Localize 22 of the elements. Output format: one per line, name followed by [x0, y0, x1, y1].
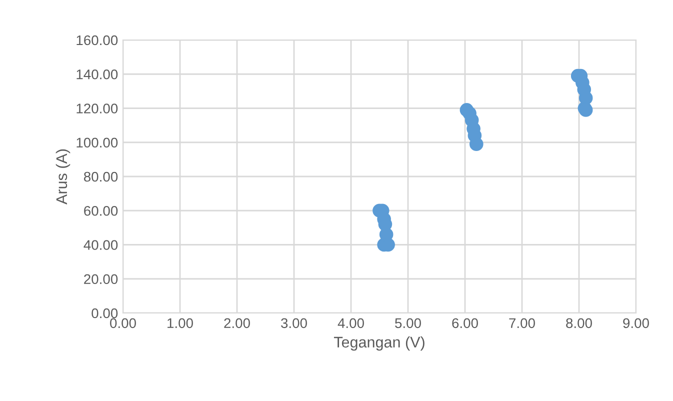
y-tick-label: 160.00: [76, 35, 118, 46]
x-tick-label: 4.00: [338, 318, 364, 328]
y-tick-label: 120.00: [76, 104, 118, 114]
x-tick-label: 8.00: [566, 318, 592, 328]
x-tick-label: 5.00: [395, 318, 421, 328]
y-tick-label: 20.00: [84, 274, 118, 284]
y-tick-label: 60.00: [84, 206, 118, 216]
point: [469, 137, 484, 151]
x-tick-label: 6.00: [452, 318, 478, 328]
x-tick-label: 9.00: [623, 318, 649, 328]
y-tick-label: 40.00: [84, 240, 118, 250]
x-tick-label: 2.00: [224, 318, 250, 328]
y-tick-label: 140.00: [76, 69, 118, 80]
x-axis-title: Tegangan (V): [334, 336, 424, 351]
x-tick-label: 0.00: [110, 318, 136, 328]
x-tick-label: 7.00: [509, 318, 535, 328]
y-tick-label: 0.00: [92, 308, 118, 318]
y-axis-title: Arus (A): [56, 149, 70, 204]
x-tick-label: 3.00: [281, 318, 307, 328]
y-tick-label: 80.00: [84, 172, 118, 182]
x-tick-label: 1.00: [168, 318, 193, 328]
y-tick-label: 100.00: [76, 138, 118, 148]
